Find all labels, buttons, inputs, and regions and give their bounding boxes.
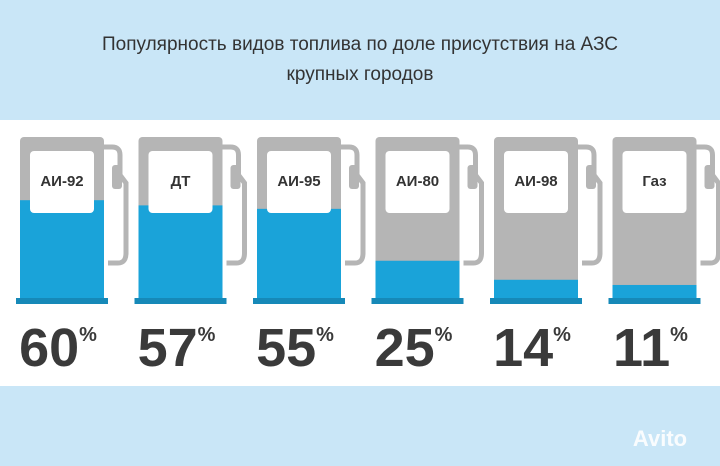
- chart-title: Популярность видов топлива по доле прису…: [102, 34, 618, 85]
- fuel-label: АИ-80: [396, 173, 439, 190]
- fuel-label: АИ-98: [514, 173, 557, 190]
- fuel-label: Газ: [642, 173, 666, 190]
- middle-band: [0, 120, 720, 386]
- pump-base: [371, 298, 464, 304]
- pump-fill: [612, 284, 697, 302]
- label-box: [504, 151, 568, 213]
- pump-nozzle: [230, 165, 241, 189]
- top-band: [0, 0, 720, 120]
- value-label: 25%: [375, 318, 453, 378]
- pump-fill: [138, 205, 223, 302]
- watermark: Avito: [633, 426, 687, 451]
- label-box: [148, 151, 213, 213]
- pump-fill: [257, 208, 341, 302]
- label-box: [30, 151, 94, 213]
- pump-fill: [20, 200, 104, 302]
- label-box: [267, 151, 331, 213]
- pump-nozzle: [467, 165, 478, 189]
- value-label: 14%: [493, 318, 571, 378]
- value-label: 55%: [256, 318, 334, 378]
- title-box: Популярность видов топлива по доле прису…: [102, 34, 618, 85]
- value-label: 57%: [138, 318, 216, 378]
- fuel-label: АИ-95: [277, 173, 320, 190]
- pump-fill: [375, 260, 460, 302]
- pump-base: [253, 298, 345, 304]
- pump-nozzle: [704, 165, 715, 189]
- pump-nozzle: [349, 165, 359, 189]
- pump-hose: [100, 144, 129, 266]
- value-label: 60%: [19, 318, 97, 378]
- label-box: [385, 151, 450, 213]
- fuel-label: АИ-92: [40, 173, 83, 190]
- pump-hose: [455, 144, 484, 266]
- pump-hose: [337, 144, 366, 266]
- pump-nozzle: [586, 165, 596, 189]
- value-label: 11%: [613, 318, 688, 378]
- fuel-label: ДТ: [171, 173, 191, 190]
- bottom-band: [0, 386, 720, 466]
- pump-nozzle: [112, 165, 122, 189]
- pump-base: [16, 298, 108, 304]
- pump-base: [134, 298, 227, 304]
- pump-hose: [692, 144, 720, 266]
- pump-hose: [218, 144, 247, 266]
- label-box: [622, 151, 687, 213]
- pump-hose: [574, 144, 603, 266]
- pump-base: [608, 298, 701, 304]
- pump-fill: [494, 279, 578, 302]
- pump-base: [490, 298, 582, 304]
